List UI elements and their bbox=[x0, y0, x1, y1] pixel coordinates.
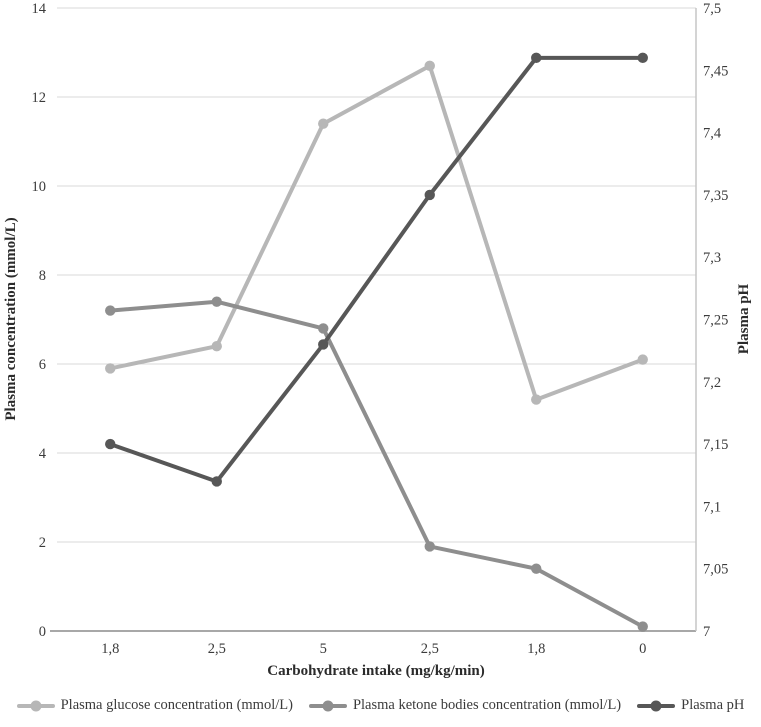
data-point bbox=[637, 354, 648, 365]
data-point bbox=[637, 621, 648, 632]
data-point bbox=[105, 438, 116, 450]
y-tick-label-right: 7,2 bbox=[703, 375, 721, 391]
x-tick-label: 5 bbox=[320, 641, 327, 657]
y-tick-label-right: 7,35 bbox=[703, 188, 728, 204]
x-tick-label: 1,8 bbox=[101, 641, 119, 657]
y-tick-label-left: 14 bbox=[32, 1, 47, 17]
y-tick-label-right: 7,05 bbox=[703, 562, 728, 578]
legend-glucose-line-marker-icon bbox=[16, 700, 55, 711]
y-tick-label-right: 7,4 bbox=[703, 126, 722, 142]
y-tick-label-right: 7,25 bbox=[703, 313, 728, 329]
legend-item-glucose: Plasma glucose concentration (mmol/L) bbox=[16, 697, 293, 714]
y-tick-label-left: 0 bbox=[39, 624, 46, 640]
chart-canvas: 0 2 4 6 8 10 12 14 7 7,05 7,1 7,15 7,2 7,25 7,3 7,35 7,4… bbox=[3, 1, 752, 679]
legend-ph-line-marker-icon bbox=[637, 700, 676, 711]
data-point bbox=[211, 341, 222, 352]
x-tick-label: 0 bbox=[639, 641, 646, 657]
data-point bbox=[531, 394, 542, 405]
y-tick-label-right: 7,3 bbox=[703, 250, 721, 266]
y-tick-label-right: 7,15 bbox=[703, 437, 728, 453]
x-axis-title: Carbohydrate intake (mg/kg/min) bbox=[267, 663, 485, 679]
data-point bbox=[424, 189, 435, 201]
x-tick-label: 1,8 bbox=[527, 641, 545, 657]
y-tick-label-right: 7,1 bbox=[703, 499, 721, 515]
x-tick-label: 2,5 bbox=[421, 641, 439, 657]
y-axis-title-right: Plasma pH bbox=[736, 283, 752, 354]
legend-item-ketone: Plasma ketone bodies concentration (mmol… bbox=[308, 697, 622, 714]
y-tick-label-right: 7,45 bbox=[703, 63, 728, 79]
data-point bbox=[211, 476, 222, 487]
y-tick-label-left: 6 bbox=[39, 357, 46, 373]
data-point bbox=[318, 323, 329, 334]
data-point bbox=[105, 305, 116, 316]
series-line-2 bbox=[108, 55, 645, 484]
legend-item-ph: Plasma pH bbox=[637, 697, 744, 714]
y-axis-title-left: Plasma concentration (mmol/L) bbox=[3, 217, 19, 420]
y-tick-label-left: 2 bbox=[39, 535, 46, 551]
data-point bbox=[424, 60, 435, 72]
data-point bbox=[531, 563, 542, 574]
y-tick-label-left: 8 bbox=[39, 268, 46, 284]
series-line-0 bbox=[108, 63, 645, 402]
gridlines bbox=[50, 7, 697, 632]
y-tick-label-left: 10 bbox=[32, 179, 47, 195]
chart-legend: Plasma glucose concentration (mmol/L) Pl… bbox=[0, 697, 761, 714]
legend-ph-label: Plasma pH bbox=[681, 697, 745, 713]
y-tick-label-right: 7,5 bbox=[703, 1, 721, 17]
y-tick-label-left: 4 bbox=[39, 446, 47, 462]
legend-ketone-label: Plasma ketone bodies concentration (mmol… bbox=[352, 697, 622, 713]
series-line-1 bbox=[108, 299, 645, 629]
data-point bbox=[105, 363, 116, 374]
x-tick-label: 2,5 bbox=[208, 641, 226, 657]
data-point bbox=[424, 541, 435, 552]
data-point bbox=[637, 52, 648, 64]
data-point bbox=[318, 118, 329, 129]
series-layer bbox=[105, 52, 648, 632]
tick-labels: 0 2 4 6 8 10 12 14 7 7,05 7,1 7,15 7,2 7,25 7,3 7,35 7,4… bbox=[32, 1, 729, 657]
y-tick-label-left: 12 bbox=[32, 90, 47, 106]
legend-glucose-label: Plasma glucose concentration (mmol/L) bbox=[60, 697, 293, 713]
legend-ketone-line-marker-icon bbox=[308, 700, 347, 711]
data-point bbox=[211, 296, 222, 307]
data-point bbox=[318, 339, 329, 350]
y-tick-label-right: 7 bbox=[703, 624, 710, 640]
data-point bbox=[531, 52, 542, 64]
